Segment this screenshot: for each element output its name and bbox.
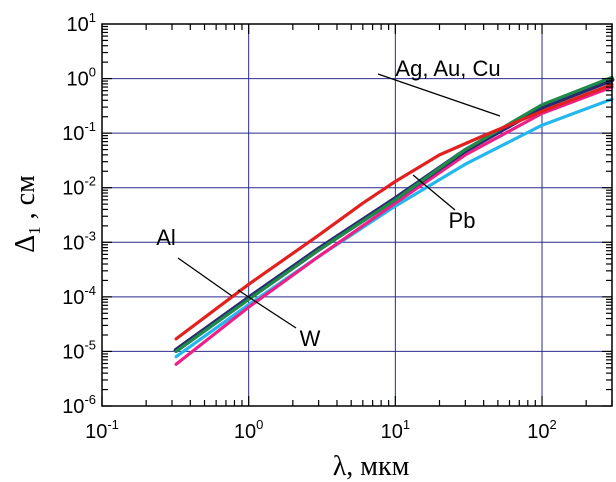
tick-label-base: 10 [62, 341, 84, 363]
tick-label-exponent: -3 [84, 228, 96, 243]
tick-label-base: 10 [67, 69, 89, 91]
y-tick-label: 10-5 [62, 337, 96, 363]
x-tick-label: 101 [381, 417, 410, 443]
y-axis-unit: , см [10, 175, 41, 226]
annotations: Ag, Au, Cu Al W Pb [156, 56, 500, 351]
tick-label-exponent: -6 [84, 392, 96, 407]
tick-label-base: 10 [381, 421, 403, 443]
x-tick-label: 10-1 [85, 417, 119, 443]
tick-label-exponent: -1 [107, 417, 119, 432]
y-tick-label: 100 [67, 65, 96, 91]
tick-label-exponent: -2 [84, 174, 96, 189]
annotation-label: Pb [449, 208, 476, 233]
tick-label-exponent: -5 [84, 337, 96, 352]
annotation-pointer [412, 174, 456, 211]
y-tick-label: 10-3 [62, 228, 96, 254]
annotation-pointer [377, 73, 501, 117]
tick-label-exponent: 0 [89, 65, 96, 80]
x-axis-symbol: λ [333, 451, 347, 482]
y-tick-label: 10-2 [62, 174, 96, 200]
series-line [174, 85, 614, 366]
tick-label-base: 10 [62, 287, 84, 309]
tick-label-exponent: 2 [550, 417, 557, 432]
series-line [174, 75, 614, 353]
y-tick-label: 101 [67, 10, 96, 36]
annotation-label: Ag, Au, Cu [395, 56, 500, 81]
tick-label-exponent: 1 [89, 10, 96, 25]
tick-label-base: 10 [62, 396, 84, 418]
tick-label-exponent: -4 [84, 283, 96, 298]
annotation-pointer [237, 289, 297, 329]
tick-label-base: 10 [62, 178, 84, 200]
annotation-pointer [177, 257, 233, 297]
x-tick-label: 102 [527, 417, 556, 443]
y-axis-symbol: Δ [10, 235, 41, 253]
y-tick-label: 10-6 [62, 392, 96, 418]
tick-label-base: 10 [62, 232, 84, 254]
plot-frame [101, 23, 613, 407]
y-tick-label: 10-1 [62, 119, 96, 145]
x-axis-label: λ, мкм [333, 451, 410, 482]
series-line [174, 82, 614, 341]
annotation-label: Al [156, 225, 176, 250]
tick-label-exponent: 0 [256, 417, 263, 432]
y-axis-subscript: 1 [25, 226, 44, 235]
tick-label-base: 10 [85, 421, 107, 443]
tick-label-exponent: -1 [84, 119, 96, 134]
tick-labels: 10-1 100 101 10210-610-510-410-310-210-1100… [62, 10, 557, 443]
axes-frame [101, 23, 613, 407]
x-tick-label: 100 [234, 417, 263, 443]
series-group [173, 75, 615, 366]
tick-label-exponent: 1 [403, 417, 410, 432]
x-axis-unit: , мкм [346, 451, 409, 482]
tick-label-base: 10 [234, 421, 256, 443]
annotation-label: W [300, 326, 321, 351]
tick-label-base: 10 [67, 14, 89, 36]
tick-label-base: 10 [527, 421, 549, 443]
grid [102, 24, 612, 406]
y-tick-label: 10-4 [62, 283, 96, 309]
y-axis-label: Δ1 , см [10, 175, 44, 253]
tick-label-base: 10 [62, 123, 84, 145]
series-line [174, 97, 614, 359]
